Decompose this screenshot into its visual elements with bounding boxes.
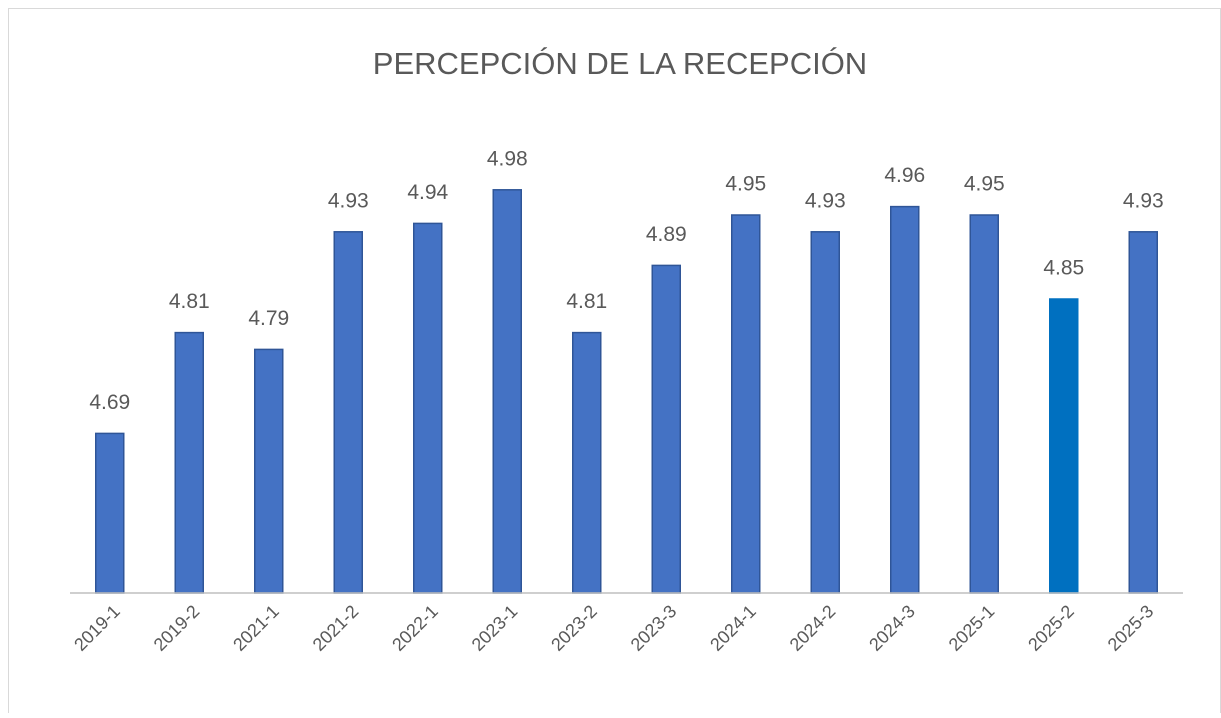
data-label: 4.69 <box>89 391 130 414</box>
bar <box>969 214 999 594</box>
data-label: 4.81 <box>566 290 607 313</box>
data-label: 4.79 <box>248 307 289 330</box>
bar <box>1049 298 1079 594</box>
data-label: 4.93 <box>1123 189 1164 212</box>
bar <box>413 222 443 594</box>
bar <box>731 214 761 594</box>
bar <box>333 231 363 594</box>
bar <box>890 205 920 594</box>
chart-title: PERCEPCIÓN DE LA RECEPCIÓN <box>373 46 867 81</box>
bar <box>492 189 522 594</box>
data-label: 4.81 <box>169 290 210 313</box>
data-label: 4.96 <box>884 164 925 187</box>
bar <box>174 331 204 594</box>
data-label: 4.85 <box>1043 257 1084 280</box>
bar <box>1128 231 1158 594</box>
bar <box>651 264 681 594</box>
data-label: 4.98 <box>487 147 528 170</box>
data-label: 4.93 <box>328 189 369 212</box>
chart-frame <box>8 8 1221 718</box>
data-label: 4.95 <box>725 173 766 196</box>
data-label: 4.89 <box>646 223 687 246</box>
data-label: 4.95 <box>964 173 1005 196</box>
data-label: 4.93 <box>805 189 846 212</box>
bar <box>254 348 284 594</box>
data-label: 4.94 <box>407 181 448 204</box>
bar <box>810 231 840 594</box>
bar <box>95 432 125 594</box>
bar <box>572 331 602 594</box>
